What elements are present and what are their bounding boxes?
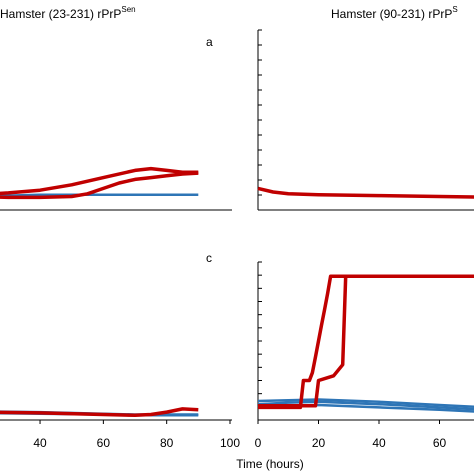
series-line	[0, 193, 199, 197]
series-line	[257, 398, 474, 409]
series-line	[257, 400, 474, 411]
series-line	[0, 171, 199, 200]
title-superscript: Sen	[121, 5, 135, 14]
series-line	[257, 186, 474, 199]
panel-label: a	[206, 35, 213, 49]
x-tick-label: 60	[433, 436, 447, 450]
series-line	[258, 274, 474, 408]
x-tick-label: 100	[220, 436, 240, 450]
panel-title: Hamster (90-231) rPrPS	[331, 5, 458, 21]
panel-title: Hamster (23-231) rPrPSen	[0, 5, 136, 21]
x-tick-label: 60	[97, 436, 111, 450]
panel-label: c	[206, 251, 212, 265]
series-line	[0, 166, 199, 196]
title-text: Hamster (90-231) rPrP	[331, 7, 452, 21]
x-tick-label: 40	[33, 436, 47, 450]
x-tick-label: 0	[255, 436, 262, 450]
series-line	[0, 407, 199, 418]
x-axis-title: Time (hours)	[236, 457, 304, 471]
title-superscript: S	[452, 5, 457, 14]
x-tick-label: 20	[312, 436, 326, 450]
title-text: Hamster (23-231) rPrP	[0, 7, 121, 21]
x-tick-label: 40	[372, 436, 386, 450]
series-line	[258, 274, 474, 410]
x-tick-label: 80	[160, 436, 174, 450]
